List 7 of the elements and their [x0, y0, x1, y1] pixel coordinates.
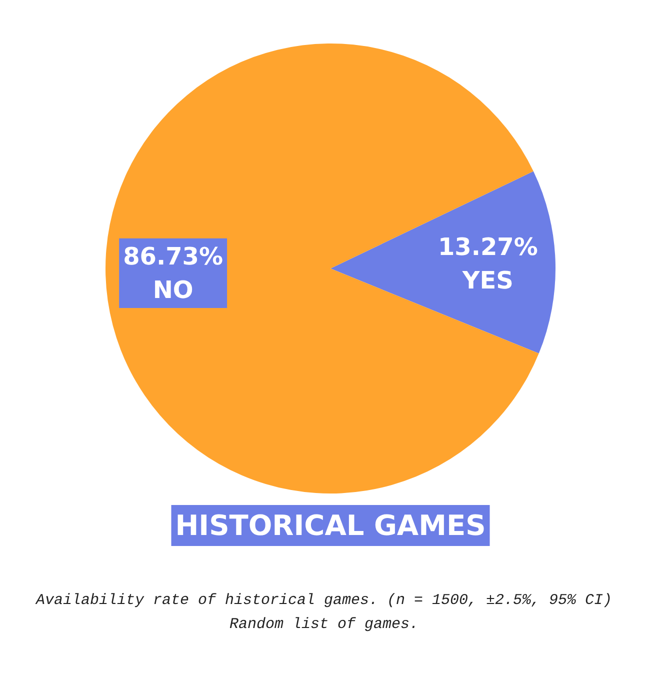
text: Random list of games. [229, 616, 419, 633]
data-label: 13.27% [438, 232, 538, 261]
slice-label: NO [152, 276, 194, 304]
text: Availability rate of historical games. (n = 1500, ±2.5%, 95% CI) [34, 592, 612, 609]
text: HISTORICAL GAMES [175, 509, 486, 542]
slice-label: YES [461, 266, 514, 295]
data-label: 86.73% [123, 242, 224, 270]
